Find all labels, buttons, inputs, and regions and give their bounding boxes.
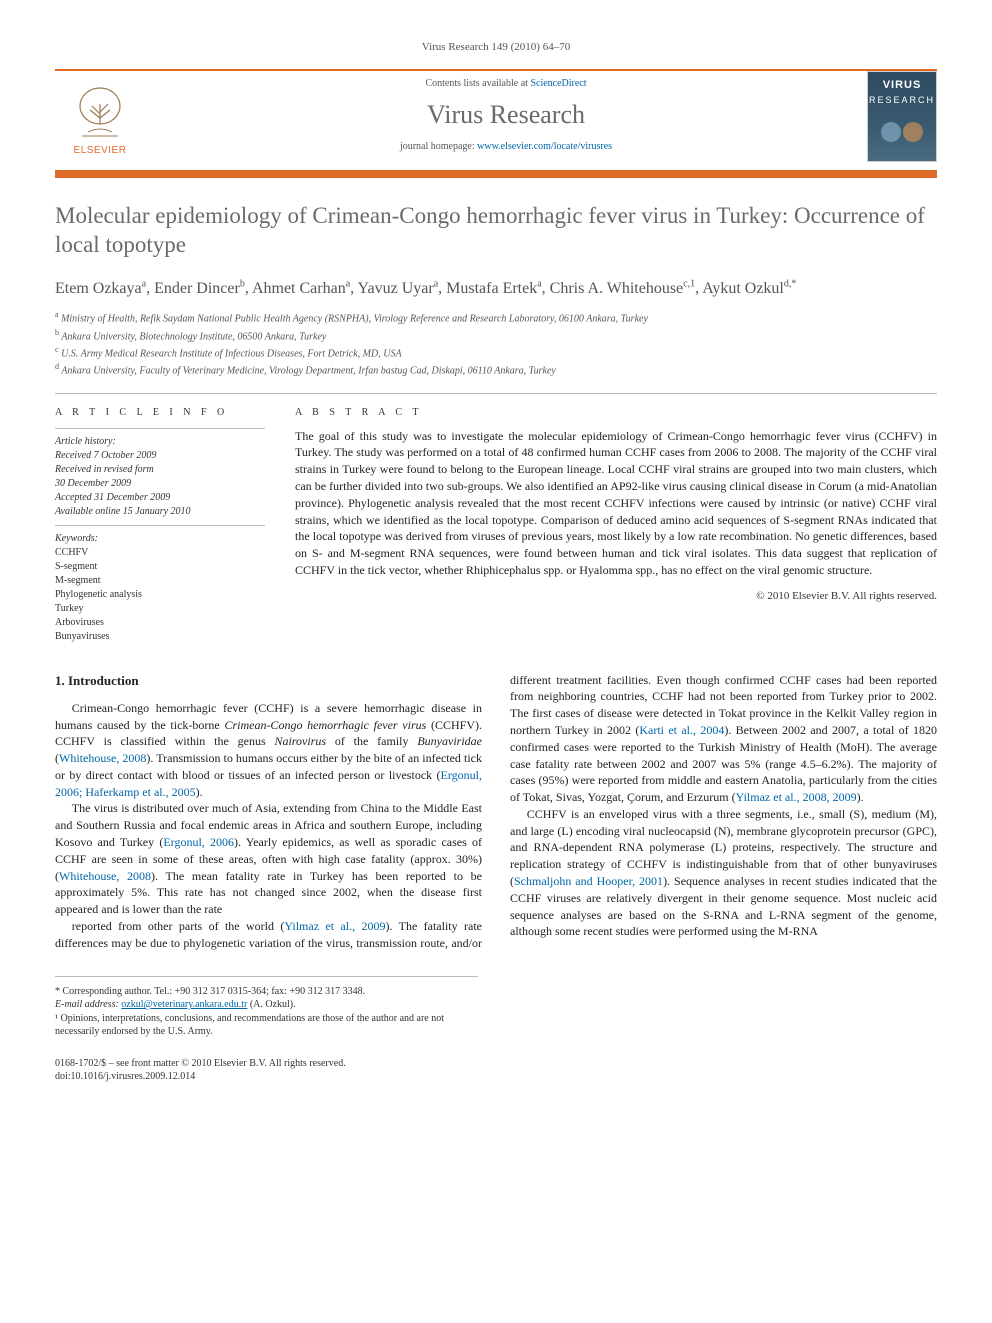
- abstract-label: A B S T R A C T: [295, 406, 937, 420]
- body-paragraph: CCHFV is an enveloped virus with a three…: [510, 806, 937, 940]
- masthead: ELSEVIER Contents lists available at Sci…: [55, 69, 937, 161]
- affiliation: c U.S. Army Medical Research Institute o…: [55, 344, 937, 361]
- keyword: M-segment: [55, 574, 265, 588]
- citation[interactable]: Whitehouse, 2008: [59, 869, 151, 883]
- bottom-meta: 0168-1702/$ – see front matter © 2010 El…: [55, 1057, 937, 1084]
- keyword: Turkey: [55, 602, 265, 616]
- homepage-line: journal homepage: www.elsevier.com/locat…: [149, 140, 863, 154]
- history-label: Article history:: [55, 435, 265, 449]
- citation[interactable]: Yilmaz et al., 2009: [284, 919, 385, 933]
- homepage-link[interactable]: www.elsevier.com/locate/virusres: [477, 141, 612, 152]
- history-line: 30 December 2009: [55, 477, 265, 491]
- publisher-logo: ELSEVIER: [55, 71, 145, 161]
- affiliation: b Ankara University, Biotechnology Insti…: [55, 327, 937, 344]
- abstract-text: The goal of this study was to investigat…: [295, 428, 937, 579]
- affiliation-list: a Ministry of Health, Refik Saydam Natio…: [55, 309, 937, 378]
- author: Ender Dincerb: [154, 280, 245, 297]
- corresponding-author-note: * Corresponding author. Tel.: +90 312 31…: [55, 985, 478, 999]
- keyword: CCHFV: [55, 546, 265, 560]
- citation[interactable]: Ergonul, 2006: [163, 835, 234, 849]
- journal-title: Virus Research: [149, 97, 863, 133]
- info-abstract-row: A R T I C L E I N F O Article history: R…: [55, 393, 937, 644]
- keyword: Bunyaviruses: [55, 630, 265, 644]
- info-rule: [55, 428, 265, 429]
- citation[interactable]: Whitehouse, 2008: [59, 751, 146, 765]
- info-rule: [55, 525, 265, 526]
- contents-prefix: Contents lists available at: [425, 78, 530, 89]
- author: Yavuz Uyara: [358, 280, 439, 297]
- citation[interactable]: Ergonul, 2006; Haferkamp et al., 2005: [55, 768, 482, 799]
- body-paragraph: The virus is distributed over much of As…: [55, 800, 482, 918]
- citation[interactable]: Schmaljohn and Hooper, 2001: [514, 874, 663, 888]
- sciencedirect-link[interactable]: ScienceDirect: [530, 78, 586, 89]
- body-paragraph: Crimean-Congo hemorrhagic fever (CCHF) i…: [55, 700, 482, 801]
- cover-word-1: VIRUS: [883, 78, 922, 93]
- cover-art-icon: [877, 112, 927, 152]
- citation[interactable]: Karti et al., 2004: [639, 723, 724, 737]
- author: Aykut Ozkuld,*: [702, 280, 796, 297]
- keyword: Phylogenetic analysis: [55, 588, 265, 602]
- keyword: Arboviruses: [55, 616, 265, 630]
- author: Mustafa Erteka: [446, 280, 542, 297]
- cover-word-2: RESEARCH: [869, 94, 935, 107]
- article-info-column: A R T I C L E I N F O Article history: R…: [55, 406, 265, 644]
- author: Ahmet Carhana: [252, 280, 350, 297]
- article-info-label: A R T I C L E I N F O: [55, 406, 265, 420]
- affiliation: d Ankara University, Faculty of Veterina…: [55, 361, 937, 378]
- author: Chris A. Whitehousec,1: [550, 280, 695, 297]
- history-line: Received in revised form: [55, 463, 265, 477]
- publisher-name: ELSEVIER: [74, 144, 127, 158]
- history-line: Received 7 October 2009: [55, 449, 265, 463]
- masthead-center: Contents lists available at ScienceDirec…: [145, 71, 867, 161]
- homepage-prefix: journal homepage:: [400, 141, 477, 152]
- disclaimer-note: ¹ Opinions, interpretations, conclusions…: [55, 1012, 478, 1039]
- citation[interactable]: Yilmaz et al., 2008, 2009: [736, 790, 857, 804]
- front-matter-line: 0168-1702/$ – see front matter © 2010 El…: [55, 1057, 937, 1071]
- doi-line: doi:10.1016/j.virusres.2009.12.014: [55, 1070, 937, 1084]
- orange-divider: [55, 170, 937, 178]
- abstract-column: A B S T R A C T The goal of this study w…: [295, 406, 937, 644]
- article-history: Article history: Received 7 October 2009…: [55, 435, 265, 519]
- article-title: Molecular epidemiology of Crimean-Congo …: [55, 202, 937, 260]
- email-suffix: (A. Ozkul).: [247, 999, 295, 1010]
- keyword: S-segment: [55, 560, 265, 574]
- journal-cover-thumb: VIRUS RESEARCH: [867, 71, 937, 161]
- contents-line: Contents lists available at ScienceDirec…: [149, 77, 863, 91]
- history-line: Available online 15 January 2010: [55, 505, 265, 519]
- keywords-label: Keywords:: [55, 532, 265, 546]
- email-label: E-mail address:: [55, 999, 121, 1010]
- footnotes: * Corresponding author. Tel.: +90 312 31…: [55, 976, 478, 1039]
- running-head: Virus Research 149 (2010) 64–70: [55, 40, 937, 55]
- elsevier-tree-icon: [70, 84, 130, 142]
- email-link[interactable]: ozkul@veterinary.ankara.edu.tr: [121, 999, 247, 1010]
- email-line: E-mail address: ozkul@veterinary.ankara.…: [55, 998, 478, 1012]
- keywords-block: Keywords: CCHFVS-segmentM-segmentPhyloge…: [55, 532, 265, 644]
- section-heading-intro: 1. Introduction: [55, 672, 482, 690]
- affiliation: a Ministry of Health, Refik Saydam Natio…: [55, 309, 937, 326]
- author: Etem Ozkayaa: [55, 280, 146, 297]
- page-root: Virus Research 149 (2010) 64–70 ELSEVIER…: [0, 0, 992, 1124]
- abstract-copyright: © 2010 Elsevier B.V. All rights reserved…: [295, 589, 937, 604]
- history-line: Accepted 31 December 2009: [55, 491, 265, 505]
- author-list: Etem Ozkayaa, Ender Dincerb, Ahmet Carha…: [55, 277, 937, 299]
- body-columns: 1. Introduction Crimean-Congo hemorrhagi…: [55, 672, 937, 952]
